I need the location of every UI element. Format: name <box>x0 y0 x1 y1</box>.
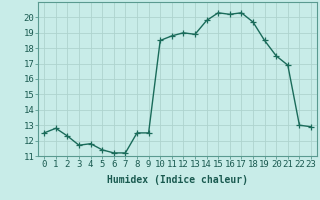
X-axis label: Humidex (Indice chaleur): Humidex (Indice chaleur) <box>107 175 248 185</box>
